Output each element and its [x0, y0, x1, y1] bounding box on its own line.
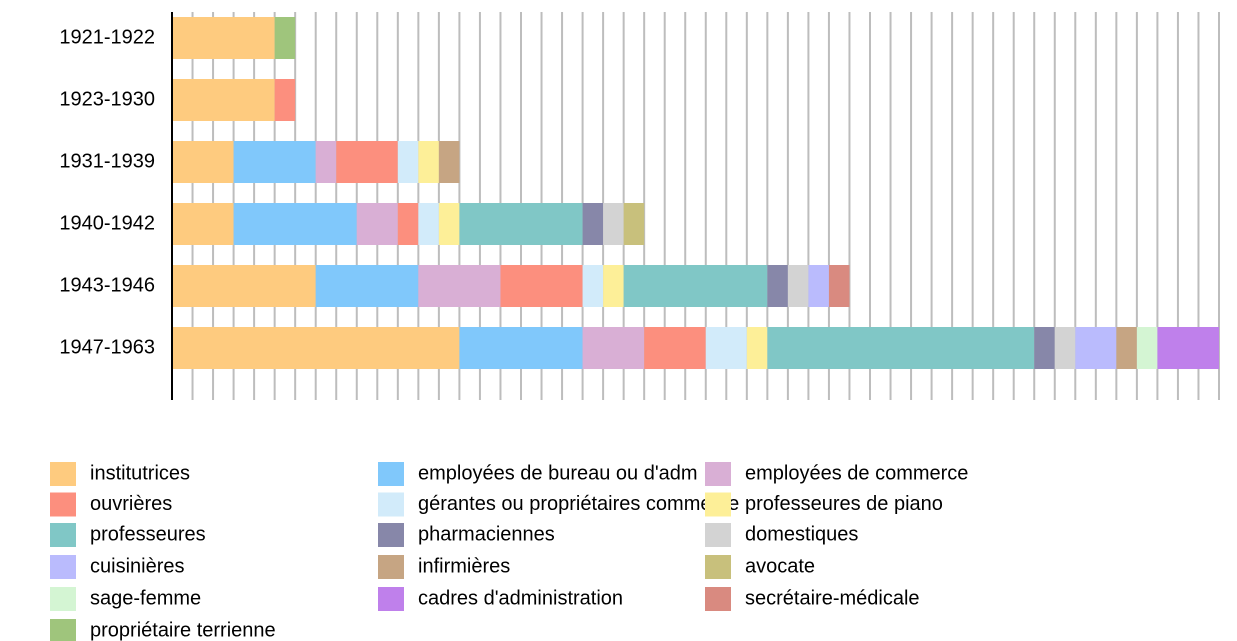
- bar-segment: [1116, 327, 1137, 369]
- legend-swatch: [50, 462, 76, 486]
- bar-segment: [274, 79, 296, 121]
- bar-segment: [233, 141, 316, 183]
- legend-swatch: [50, 492, 76, 517]
- y-tick-label: 1931-1939: [59, 150, 155, 172]
- legend-label: avocate: [745, 555, 815, 577]
- legend-label: ouvrières: [90, 493, 172, 515]
- legend-swatch: [50, 555, 76, 579]
- legend-label: sage-femme: [90, 587, 201, 609]
- legend-swatch: [378, 462, 404, 486]
- legend-label: professeures: [90, 523, 206, 545]
- bar-segment: [438, 141, 460, 183]
- y-tick-label: 1943-1946: [59, 274, 155, 296]
- bar-segment: [603, 203, 624, 245]
- bar-segment: [172, 265, 316, 307]
- bar-segment: [172, 79, 275, 121]
- legend-swatch: [378, 587, 404, 611]
- bar-segment: [233, 203, 357, 245]
- bar-segment: [172, 17, 275, 59]
- bar-segment: [623, 203, 645, 245]
- legend-swatch: [378, 523, 404, 547]
- bar-segment: [459, 327, 583, 369]
- legend-swatch: [705, 587, 731, 611]
- bar-segment: [500, 265, 583, 307]
- bar-segment: [315, 141, 337, 183]
- bar-segment: [172, 327, 460, 369]
- bar-segment: [418, 265, 501, 307]
- bar-segment: [1075, 327, 1117, 369]
- legend-label: pharmaciennes: [418, 523, 555, 545]
- legend-swatch: [705, 462, 731, 486]
- bar-segment: [172, 203, 234, 245]
- legend-label: institutrices: [90, 462, 190, 484]
- bar-segment: [1034, 327, 1055, 369]
- bar-segment: [644, 327, 706, 369]
- bar-segment: [828, 265, 850, 307]
- legend-swatch: [378, 492, 404, 517]
- bar-segment: [274, 17, 296, 59]
- bar-segment: [438, 203, 460, 245]
- legend-swatch: [705, 555, 731, 579]
- bar-segment: [418, 203, 439, 245]
- bar-segment: [315, 265, 419, 307]
- bar-segment: [172, 141, 234, 183]
- y-tick-label: 1921-1922: [59, 26, 155, 48]
- bar-segment: [767, 327, 1035, 369]
- bar-segment: [582, 265, 604, 307]
- bar-segment: [582, 203, 604, 245]
- bar-segment: [397, 141, 419, 183]
- y-tick-label: 1940-1942: [59, 212, 155, 234]
- bar-segment: [1136, 327, 1158, 369]
- legend-swatch: [705, 523, 731, 547]
- bar-segment: [336, 141, 398, 183]
- legend-label: gérantes ou propriétaires commerce: [418, 493, 739, 515]
- bar-segment: [705, 327, 747, 369]
- legend-label: employées de commerce: [745, 462, 968, 484]
- bar-segment: [746, 327, 768, 369]
- legend-label: secrétaire-médicale: [745, 587, 920, 609]
- legend-label: professeures de piano: [745, 493, 943, 515]
- bar-segment: [603, 265, 624, 307]
- bar-segment: [397, 203, 419, 245]
- legend-swatch: [705, 492, 731, 517]
- legend-swatch: [50, 523, 76, 547]
- bar-segment: [356, 203, 398, 245]
- legend-label: propriétaire terrienne: [90, 619, 276, 641]
- bar-segment: [808, 265, 829, 307]
- bar-segment: [1054, 327, 1076, 369]
- legend-swatch: [50, 619, 76, 641]
- bar-segment: [418, 141, 439, 183]
- bar-segment: [623, 265, 768, 307]
- bar-segment: [767, 265, 788, 307]
- y-tick-label: 1947-1963: [59, 336, 155, 358]
- legend-label: infirmières: [418, 555, 510, 577]
- legend-label: domestiques: [745, 523, 858, 545]
- bar-segment: [459, 203, 583, 245]
- legend-label: employées de bureau ou d'adm: [418, 462, 698, 484]
- bar-segment: [582, 327, 645, 369]
- y-tick-label: 1923-1930: [59, 88, 155, 110]
- legend-label: cuisinières: [90, 555, 184, 577]
- bar-segment: [1157, 327, 1219, 369]
- legend-swatch: [378, 555, 404, 579]
- legend-label: cadres d'administration: [418, 587, 623, 609]
- legend-swatch: [50, 587, 76, 611]
- bar-segment: [787, 265, 809, 307]
